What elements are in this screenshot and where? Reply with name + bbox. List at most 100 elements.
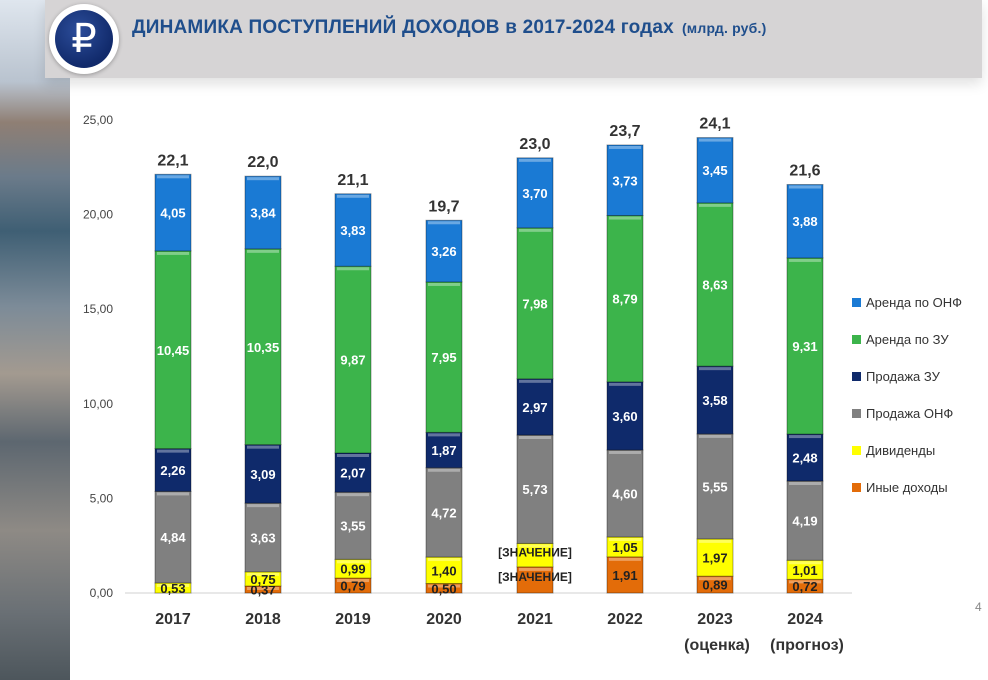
y-tick-label: 15,00 — [83, 302, 113, 316]
bar-bevel — [789, 580, 821, 584]
data-label: 3,73 — [612, 173, 637, 188]
bar-segment — [786, 184, 824, 259]
data-label: 0,99 — [340, 562, 365, 577]
bar-segment — [334, 193, 372, 267]
bar-segment — [154, 448, 192, 492]
bar-segment — [606, 381, 644, 451]
legend: Аренда по ОНФ Аренда по ЗУ Продажа ЗУ Прода… — [852, 284, 962, 506]
data-label: 9,31 — [792, 339, 817, 354]
bar-bevel — [337, 194, 369, 198]
bar-bevel — [609, 557, 641, 561]
bar-bevel — [157, 175, 189, 179]
bar-bevel — [699, 367, 731, 371]
total-label: 19,7 — [428, 198, 459, 215]
legend-swatch — [852, 298, 861, 307]
legend-item: Аренда по ЗУ — [852, 321, 962, 358]
data-label: 5,55 — [702, 479, 727, 494]
bar-bevel — [428, 584, 460, 588]
data-label: 9,87 — [340, 353, 365, 368]
bar-bevel — [789, 435, 821, 439]
bar-bevel — [428, 221, 460, 225]
page-number: 4 — [975, 600, 982, 614]
bar-bevel — [789, 185, 821, 189]
bar-bevel — [519, 436, 551, 440]
bar-segment — [696, 538, 734, 577]
total-label: 22,0 — [247, 154, 278, 171]
data-label: 1,40 — [431, 563, 456, 578]
bar-bevel — [519, 544, 551, 548]
total-label: 23,7 — [609, 123, 640, 140]
bar-segment — [786, 578, 824, 594]
legend-item: Продажа ОНФ — [852, 395, 962, 432]
legend-label: Продажа ЗУ — [866, 369, 940, 384]
data-label: 0,50 — [431, 581, 456, 596]
title-text: ДИНАМИКА ПОСТУПЛЕНИЙ ДОХОДОВ в 2017-2024… — [132, 17, 674, 38]
bar-bevel — [699, 539, 731, 543]
x-tick-label: 2023 — [697, 611, 733, 628]
ruble-icon: ₽ — [55, 10, 113, 68]
x-tick-label: 2017 — [155, 611, 191, 628]
legend-swatch — [852, 483, 861, 492]
data-label: 2,26 — [160, 463, 185, 478]
data-label: 2,07 — [340, 466, 365, 481]
bar-bevel — [157, 492, 189, 496]
bar-segment — [425, 219, 463, 283]
data-label: 3,09 — [250, 467, 275, 482]
bar-segment — [696, 202, 734, 367]
bar-segment — [786, 257, 824, 435]
data-label: 0,79 — [340, 579, 365, 594]
bar-segment — [334, 452, 372, 493]
data-label: 3,88 — [792, 214, 817, 229]
bar-segment — [334, 577, 372, 594]
bar-bevel — [337, 493, 369, 497]
data-label: 1,87 — [431, 443, 456, 458]
bar-bevel — [609, 382, 641, 386]
legend-label: Аренда по ОНФ — [866, 295, 963, 310]
data-label: 2,97 — [522, 400, 547, 415]
legend-item: Продажа ЗУ — [852, 358, 962, 395]
total-label: 23,0 — [519, 136, 550, 153]
data-label: 10,35 — [247, 340, 280, 355]
bar-segment — [244, 444, 282, 504]
bar-bevel — [157, 583, 189, 587]
data-label: 7,95 — [431, 350, 456, 365]
data-label: 1,91 — [612, 568, 637, 583]
data-label: 8,79 — [612, 292, 637, 307]
bar-bevel — [519, 379, 551, 383]
data-label: 1,05 — [612, 540, 637, 555]
bar-segment — [154, 173, 192, 252]
bar-segment — [244, 175, 282, 250]
y-tick-label: 0,00 — [90, 586, 114, 600]
bar-bevel — [337, 560, 369, 564]
bar-bevel — [428, 282, 460, 286]
total-label: 24,1 — [699, 116, 730, 133]
data-label: 3,58 — [702, 393, 727, 408]
bar-bevel — [157, 449, 189, 453]
total-label: 21,1 — [337, 172, 368, 189]
bar-segment — [606, 449, 644, 538]
legend-swatch — [852, 335, 861, 344]
data-label: 0,75 — [250, 572, 275, 587]
x-tick-label: 2019 — [335, 611, 371, 628]
data-label: 3,84 — [250, 206, 276, 221]
bar-segment — [516, 566, 554, 594]
bar-segment — [244, 248, 282, 446]
bar-bevel — [247, 177, 279, 181]
bar-segment — [334, 265, 372, 454]
data-label: 1,97 — [702, 551, 727, 566]
data-label: 0,72 — [792, 579, 817, 594]
data-label: 1,01 — [792, 563, 817, 578]
bar-bevel — [699, 203, 731, 207]
bar-bevel — [519, 228, 551, 232]
bar-bevel — [337, 453, 369, 457]
bar-segment — [154, 490, 192, 584]
y-tick-label: 20,00 — [83, 208, 113, 222]
bar-segment — [606, 144, 644, 217]
data-label: 3,83 — [340, 223, 365, 238]
x-tick-label: 2021 — [517, 611, 553, 628]
bar-bevel — [609, 216, 641, 220]
bar-bevel — [428, 433, 460, 437]
bar-segment — [786, 480, 824, 561]
bar-segment — [154, 250, 192, 450]
bar-segment — [244, 502, 282, 573]
